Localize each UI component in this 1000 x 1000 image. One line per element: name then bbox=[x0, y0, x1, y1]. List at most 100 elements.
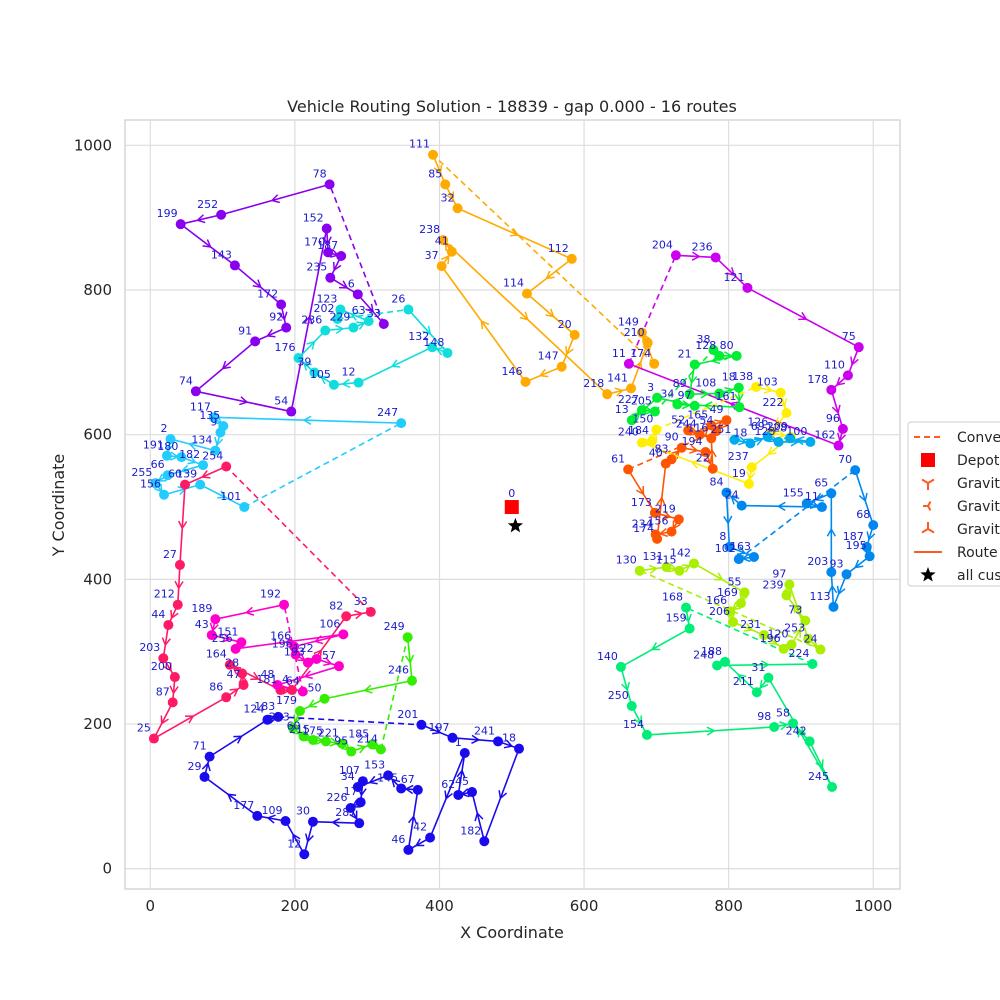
route-arrow bbox=[778, 398, 788, 408]
customer-point bbox=[324, 179, 335, 190]
customer-label: 174 bbox=[633, 522, 654, 535]
route-arrow bbox=[178, 520, 188, 530]
route-arrow bbox=[779, 721, 789, 731]
route-segment bbox=[483, 748, 520, 842]
customer-point bbox=[321, 223, 332, 234]
legend-tri-marker bbox=[927, 528, 935, 534]
customer-label: 20 bbox=[558, 318, 572, 331]
customer-label: 29 bbox=[188, 760, 202, 773]
route-return-leg bbox=[225, 465, 372, 613]
customer-point bbox=[666, 454, 677, 465]
customer-label: 203 bbox=[139, 641, 160, 654]
customer-point bbox=[652, 533, 663, 544]
customer-point bbox=[626, 383, 637, 394]
route-arrow bbox=[270, 194, 281, 204]
customer-point bbox=[828, 601, 839, 612]
route-segment bbox=[195, 340, 256, 392]
customer-point bbox=[238, 679, 249, 690]
customer-point bbox=[736, 500, 747, 511]
route-segment bbox=[170, 438, 216, 452]
customer-point bbox=[826, 488, 837, 499]
customer-point bbox=[216, 209, 227, 220]
route-arrow bbox=[349, 312, 360, 321]
customer-label: 18 bbox=[733, 426, 747, 439]
customer-point bbox=[800, 615, 811, 626]
customer-label: 200 bbox=[151, 660, 172, 673]
route-arrow bbox=[854, 559, 864, 569]
route-group bbox=[180, 183, 385, 413]
customer-label: 31 bbox=[751, 661, 765, 674]
customer-label: 212 bbox=[154, 588, 175, 601]
customer-point bbox=[447, 732, 458, 743]
x-tick-label: 400 bbox=[425, 897, 454, 915]
route-segment bbox=[179, 484, 186, 565]
customer-label: 156 bbox=[648, 515, 669, 528]
customer-point bbox=[355, 797, 366, 808]
route-segment bbox=[209, 719, 268, 758]
customer-label: 175 bbox=[302, 724, 323, 737]
x-tick-label: 0 bbox=[146, 897, 156, 915]
customer-point bbox=[773, 436, 784, 447]
customer-label: 131 bbox=[642, 550, 663, 563]
customer-point bbox=[236, 637, 247, 648]
customer-label: 202 bbox=[314, 302, 335, 315]
route-segment bbox=[407, 789, 419, 851]
route-arrow bbox=[703, 401, 713, 411]
route-arrow bbox=[850, 356, 859, 366]
route-arrow bbox=[432, 725, 442, 735]
route-segment bbox=[688, 364, 696, 395]
route-arrow bbox=[239, 396, 249, 406]
route-segment bbox=[357, 293, 385, 325]
customer-point bbox=[172, 599, 183, 610]
route-arrow bbox=[793, 606, 803, 617]
route-arrow bbox=[252, 279, 262, 289]
route-arrow bbox=[545, 308, 555, 318]
customer-point bbox=[180, 479, 191, 490]
customer-label: 124 bbox=[243, 703, 264, 716]
customer-point bbox=[748, 551, 759, 562]
customer-point bbox=[175, 219, 186, 230]
customer-point bbox=[724, 541, 735, 552]
customer-point bbox=[520, 376, 531, 387]
route-segment bbox=[693, 562, 745, 594]
points-layer bbox=[148, 149, 879, 860]
customer-point bbox=[569, 329, 580, 340]
customer-label: 60 bbox=[168, 468, 182, 481]
customer-label: 38 bbox=[696, 333, 710, 346]
customer-point bbox=[652, 392, 663, 403]
customer-point bbox=[714, 350, 725, 361]
route-segment bbox=[442, 239, 608, 395]
route-arrow bbox=[837, 432, 847, 443]
customer-point bbox=[815, 644, 826, 655]
route-arrow bbox=[736, 546, 747, 555]
route-arrow bbox=[509, 228, 520, 237]
customer-label: 11 bbox=[612, 347, 626, 360]
route-arrow bbox=[266, 814, 276, 824]
legend-label: Gravit bbox=[957, 499, 1000, 515]
customer-label: 62 bbox=[441, 778, 455, 791]
customer-point bbox=[195, 479, 206, 490]
customer-point bbox=[229, 260, 240, 271]
customer-label: 123 bbox=[755, 425, 776, 438]
route-arrow bbox=[422, 325, 432, 335]
customer-point bbox=[673, 514, 684, 525]
customer-label: 68 bbox=[856, 508, 870, 521]
customer-point bbox=[788, 718, 799, 729]
customer-label: 163 bbox=[730, 540, 751, 553]
route-segment bbox=[297, 329, 326, 359]
customer-point bbox=[307, 816, 318, 827]
customer-label: 84 bbox=[709, 476, 723, 489]
route-segment bbox=[293, 633, 344, 648]
route-arrow bbox=[706, 726, 716, 736]
legend-tri-marker bbox=[927, 505, 932, 511]
customer-point bbox=[636, 437, 647, 448]
customer-label: 107 bbox=[339, 764, 360, 777]
route-arrow bbox=[226, 793, 237, 803]
customer-label: 71 bbox=[193, 740, 207, 753]
legend-tri-marker bbox=[921, 478, 929, 484]
customer-label: 256 bbox=[212, 632, 233, 645]
customer-label: 73 bbox=[788, 604, 802, 617]
customer-point bbox=[302, 657, 313, 668]
route-arrow bbox=[700, 389, 710, 399]
customer-label: 57 bbox=[322, 649, 336, 662]
